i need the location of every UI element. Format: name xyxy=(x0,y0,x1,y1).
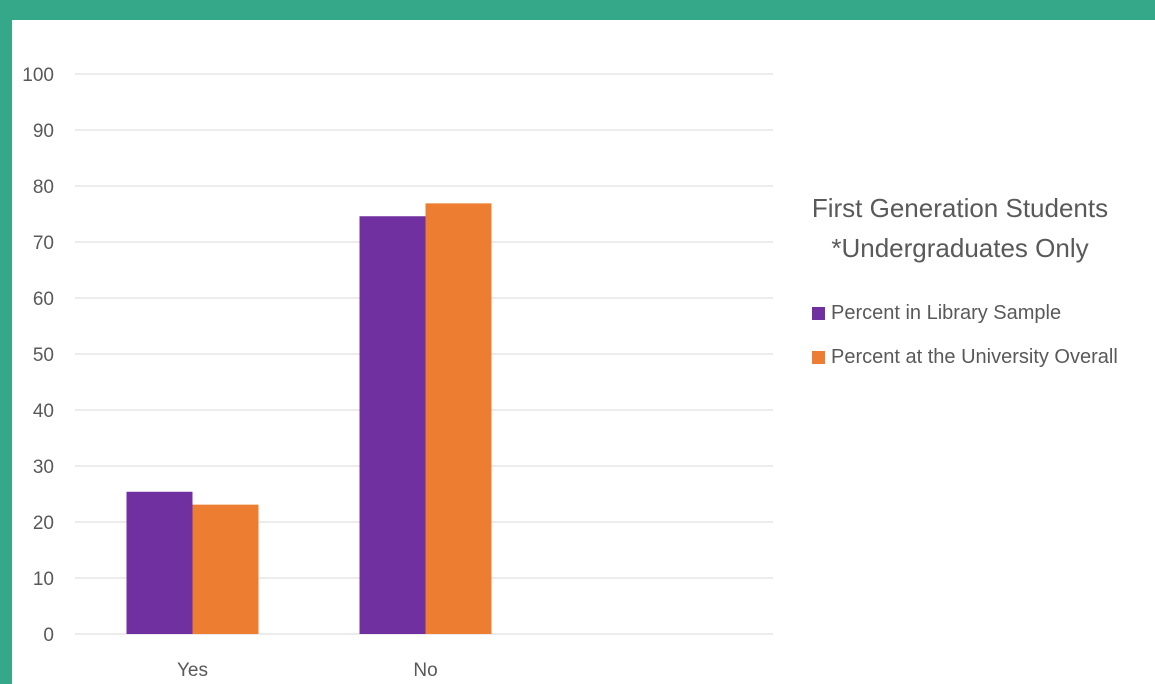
legend-swatch-university xyxy=(812,350,825,364)
bar-no-series-1 xyxy=(359,216,426,635)
y-axis-ticks: 0 10 20 30 40 50 60 70 80 90 100 xyxy=(22,65,54,646)
legend-item-library: Percent in Library Sample xyxy=(812,298,1118,328)
legend-label-university: Percent at the University Overall xyxy=(831,345,1118,368)
x-tick-label-yes: Yes xyxy=(177,660,208,681)
chart-subtitle: *Undergraduates Only xyxy=(831,233,1089,263)
legend-item-university: Percent at the University Overall xyxy=(812,342,1118,372)
x-axis-ticks: Yes No xyxy=(177,660,438,681)
bar-yes-series-1 xyxy=(126,491,193,634)
y-tick-label: 50 xyxy=(33,345,54,366)
x-tick-label-no: No xyxy=(413,660,437,681)
left-border xyxy=(0,0,12,684)
top-border xyxy=(0,0,1155,20)
y-tick-label: 40 xyxy=(33,401,54,422)
y-tick-label: 20 xyxy=(33,513,54,534)
y-tick-label: 80 xyxy=(33,177,54,198)
y-tick-label: 30 xyxy=(33,457,54,478)
y-tick-label: 90 xyxy=(33,121,54,142)
legend-label-library: Percent in Library Sample xyxy=(831,301,1062,324)
bar-no-series-2 xyxy=(425,203,492,635)
y-tick-label: 0 xyxy=(43,625,54,646)
legend: Percent in Library Sample Percent at the… xyxy=(812,298,1118,386)
y-tick-label: 10 xyxy=(33,569,54,590)
legend-title: First Generation Students *Undergraduate… xyxy=(790,188,1130,268)
bars xyxy=(126,203,492,635)
y-tick-label: 70 xyxy=(33,233,54,254)
legend-swatch-library xyxy=(812,306,825,320)
y-tick-label: 60 xyxy=(33,289,54,310)
chart-title: First Generation Students xyxy=(811,193,1109,223)
y-tick-label: 100 xyxy=(22,65,54,86)
bar-yes-series-2 xyxy=(192,504,259,634)
